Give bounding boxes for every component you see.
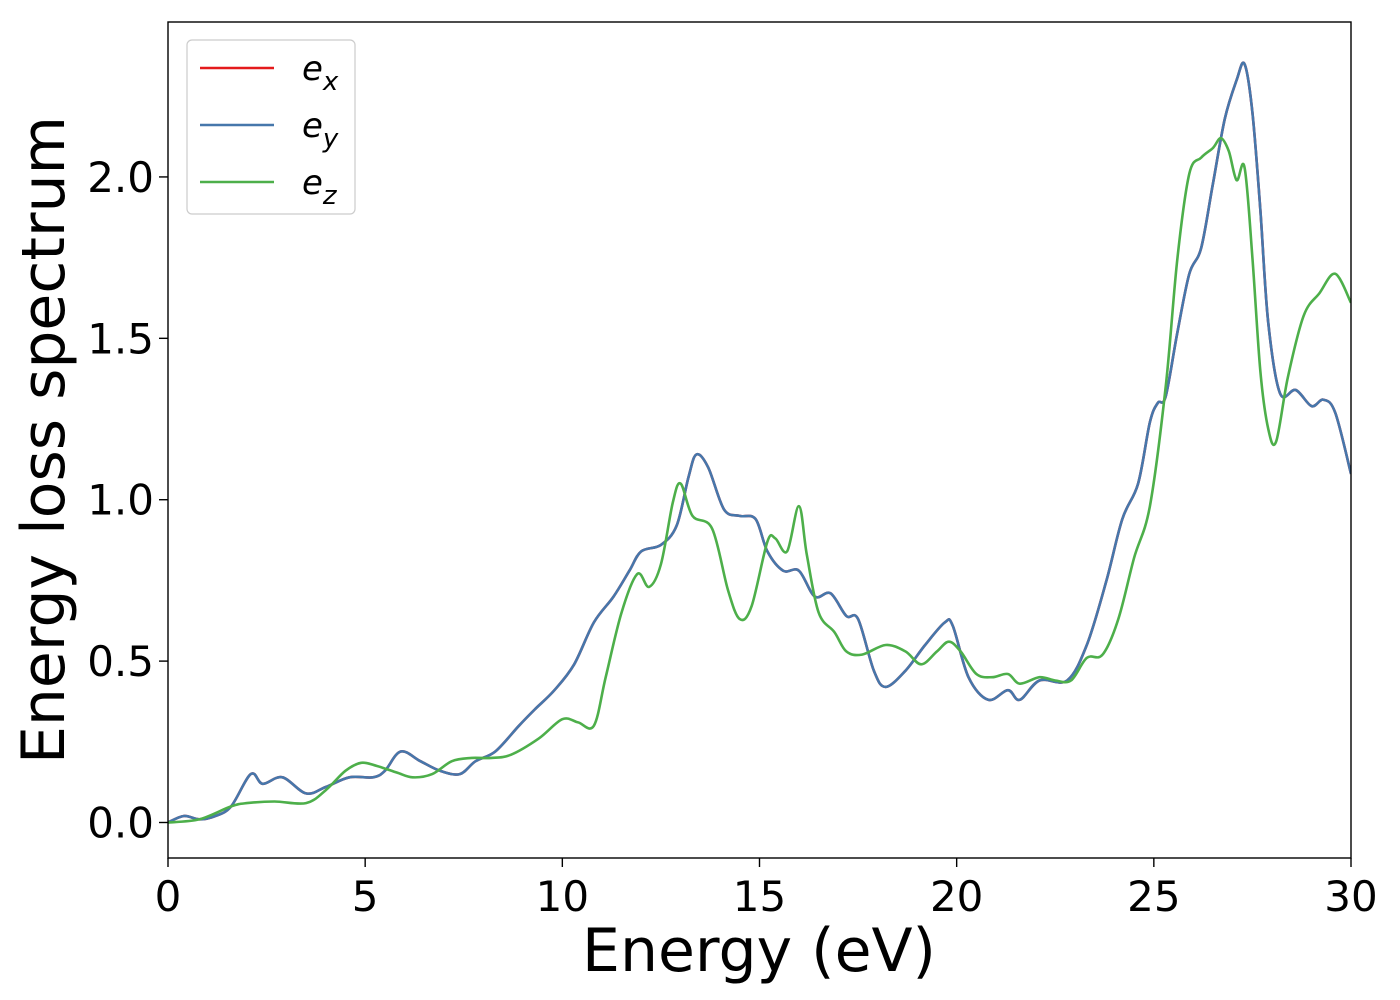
y-axis: 0.0 0.5 1.0 1.5 2.0 <box>87 153 168 847</box>
y-axis-title: Energy loss spectrum <box>9 116 79 764</box>
legend-label-subscript: z <box>322 181 338 211</box>
x-tick-label: 10 <box>536 872 589 921</box>
legend-label-subscript: y <box>322 124 339 154</box>
legend-label-base: e <box>302 106 323 146</box>
legend-label-subscript: x <box>322 67 339 97</box>
x-axis: 0 5 10 15 20 25 30 <box>155 858 1378 921</box>
y-tick-label: 0.5 <box>87 637 154 686</box>
legend-label-ey: ey <box>302 106 339 154</box>
y-tick-label: 0.0 <box>87 798 154 847</box>
legend-label-ex: ex <box>302 49 339 97</box>
x-tick-label: 15 <box>733 872 786 921</box>
x-tick-label: 30 <box>1324 872 1377 921</box>
series-line-ez <box>168 136 1351 824</box>
legend-label-base: e <box>302 163 323 203</box>
x-axis-title: Energy (eV) <box>582 916 936 986</box>
x-tick-label: 5 <box>352 872 379 921</box>
y-tick-label: 2.0 <box>87 153 154 202</box>
x-tick-label: 25 <box>1127 872 1180 921</box>
legend-label-ez: ez <box>302 163 338 211</box>
series-line-ey <box>168 61 1351 824</box>
x-tick-label: 0 <box>155 872 182 921</box>
x-tick-label: 20 <box>930 872 983 921</box>
series-layer <box>168 61 1351 824</box>
legend-label-base: e <box>302 49 323 89</box>
y-tick-label: 1.0 <box>87 476 154 525</box>
y-tick-label: 1.5 <box>87 314 154 363</box>
legend-frame <box>186 39 356 215</box>
